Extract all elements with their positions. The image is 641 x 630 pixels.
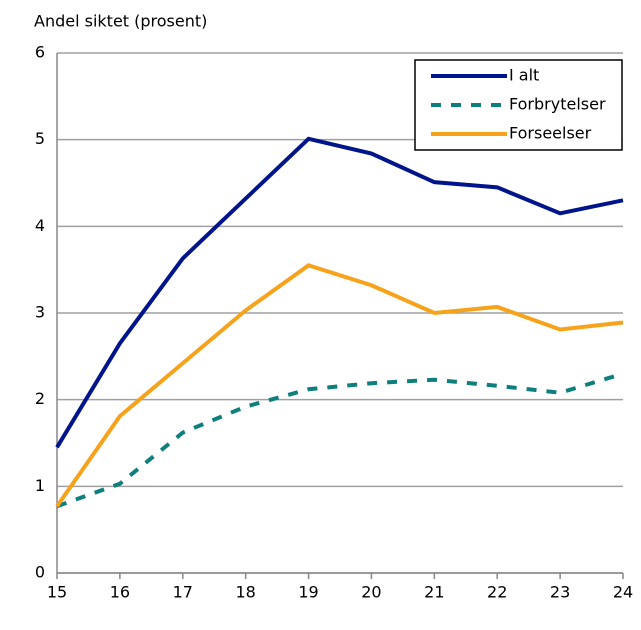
y-tick-label: 2 bbox=[35, 389, 45, 408]
x-tick-label: 23 bbox=[550, 583, 570, 602]
x-tick-label: 19 bbox=[298, 583, 318, 602]
series-line bbox=[56, 371, 624, 509]
y-axis-label: Andel siktet (prosent) bbox=[34, 12, 207, 31]
x-tick-label: 18 bbox=[235, 583, 255, 602]
x-tick-label: 15 bbox=[47, 583, 67, 602]
x-tick-label: 24 bbox=[613, 583, 633, 602]
y-tick-label: 3 bbox=[35, 303, 45, 322]
x-tick-label: 22 bbox=[487, 583, 507, 602]
y-tick-label: 5 bbox=[35, 129, 45, 148]
y-tick-label: 4 bbox=[35, 216, 45, 235]
legend-label: Forbrytelser bbox=[509, 95, 606, 114]
series-line bbox=[55, 136, 624, 449]
x-tick-label: 21 bbox=[424, 583, 444, 602]
series-line bbox=[55, 263, 624, 508]
legend-label: I alt bbox=[509, 66, 539, 85]
x-tick-label: 17 bbox=[173, 583, 193, 602]
y-tick-label: 6 bbox=[35, 43, 45, 62]
x-tick-label: 20 bbox=[361, 583, 381, 602]
x-tick-label: 16 bbox=[110, 583, 130, 602]
y-tick-label: 1 bbox=[35, 476, 45, 495]
legend-label: Forseelser bbox=[509, 124, 592, 143]
y-tick-label: 0 bbox=[35, 563, 45, 582]
